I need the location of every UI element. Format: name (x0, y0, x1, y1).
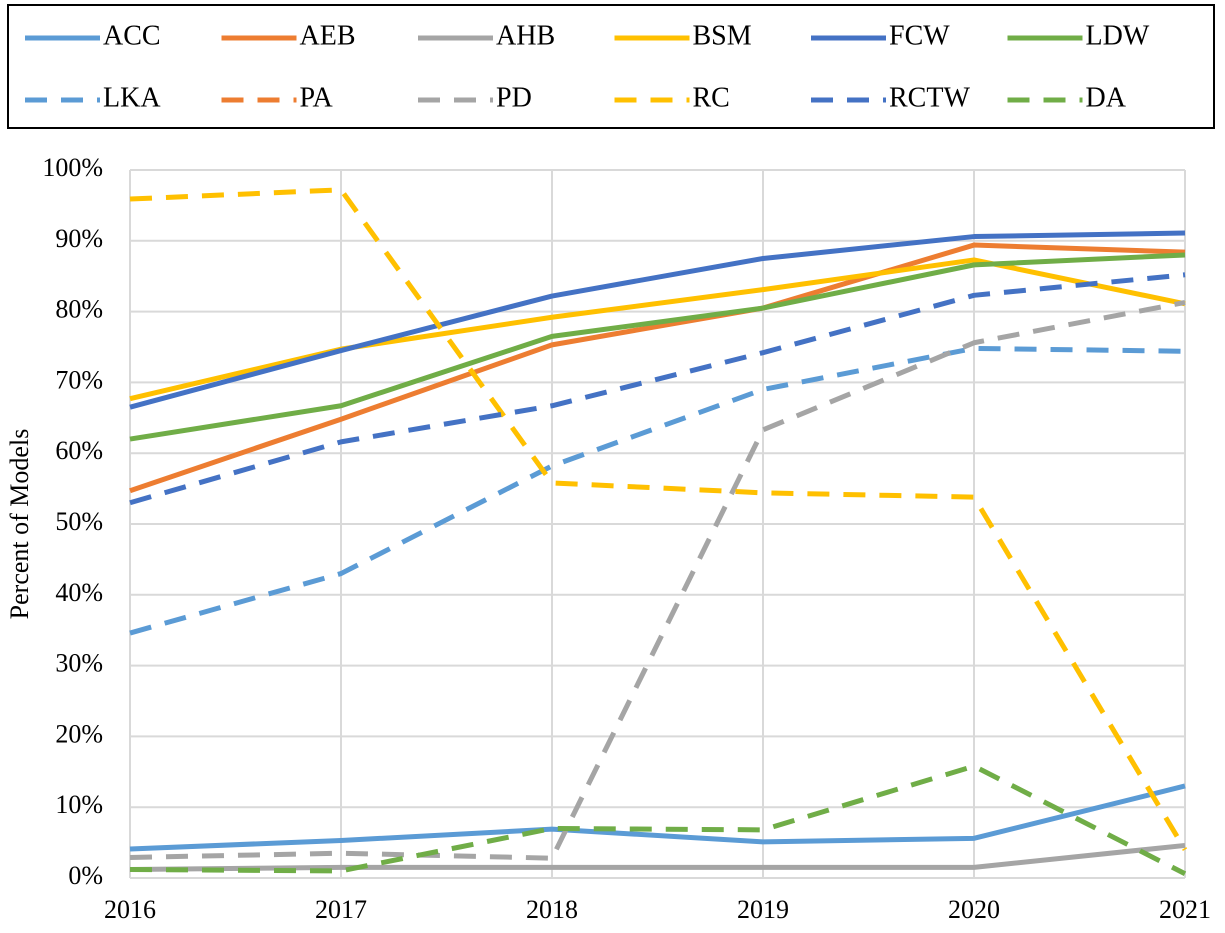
x-tick-label: 2020 (948, 895, 1000, 924)
legend-label: LKA (103, 82, 161, 113)
series-line (129, 763, 1187, 876)
y-tick-label: 80% (55, 295, 103, 324)
legend-label: BSM (693, 20, 752, 51)
series-line (129, 257, 1186, 402)
y-tick-label: 0% (68, 861, 103, 890)
legend-label: AHB (496, 20, 555, 51)
y-tick-label: 60% (55, 436, 103, 465)
y-tick-label: 50% (55, 507, 103, 536)
y-tick-label: 90% (55, 224, 103, 253)
legend-label: AEB (300, 20, 356, 51)
y-tick-label: 70% (55, 365, 103, 394)
series-line (129, 272, 1186, 506)
y-tick-label: 20% (55, 719, 103, 748)
series-line (129, 842, 1186, 873)
series-line (129, 252, 1186, 442)
y-tick-label: 100% (42, 153, 103, 182)
x-tick-label: 2021 (1159, 895, 1211, 924)
legend-label: DA (1086, 82, 1127, 113)
series-line (129, 345, 1186, 636)
legend-label: PA (300, 82, 334, 113)
legend-label: FCW (889, 20, 950, 51)
legend-label: RC (693, 82, 730, 113)
legend-label: PD (496, 82, 532, 113)
y-tick-label: 40% (55, 578, 103, 607)
y-tick-label: 10% (55, 790, 103, 819)
legend-box (7, 4, 1215, 129)
series-line (129, 242, 1186, 494)
series-line (129, 299, 1186, 861)
legend-label: ACC (103, 20, 161, 51)
y-axis-label: Percent of Models (5, 429, 34, 620)
series-line (129, 230, 1186, 410)
x-tick-label: 2018 (526, 895, 578, 924)
x-tick-label: 2016 (104, 895, 156, 924)
legend-label: RCTW (889, 82, 970, 113)
series-line (129, 783, 1186, 852)
series-line (129, 187, 1188, 851)
x-tick-label: 2017 (315, 895, 367, 924)
legend-label: LDW (1086, 20, 1150, 51)
y-tick-label: 30% (55, 649, 103, 678)
x-tick-label: 2019 (737, 895, 789, 924)
